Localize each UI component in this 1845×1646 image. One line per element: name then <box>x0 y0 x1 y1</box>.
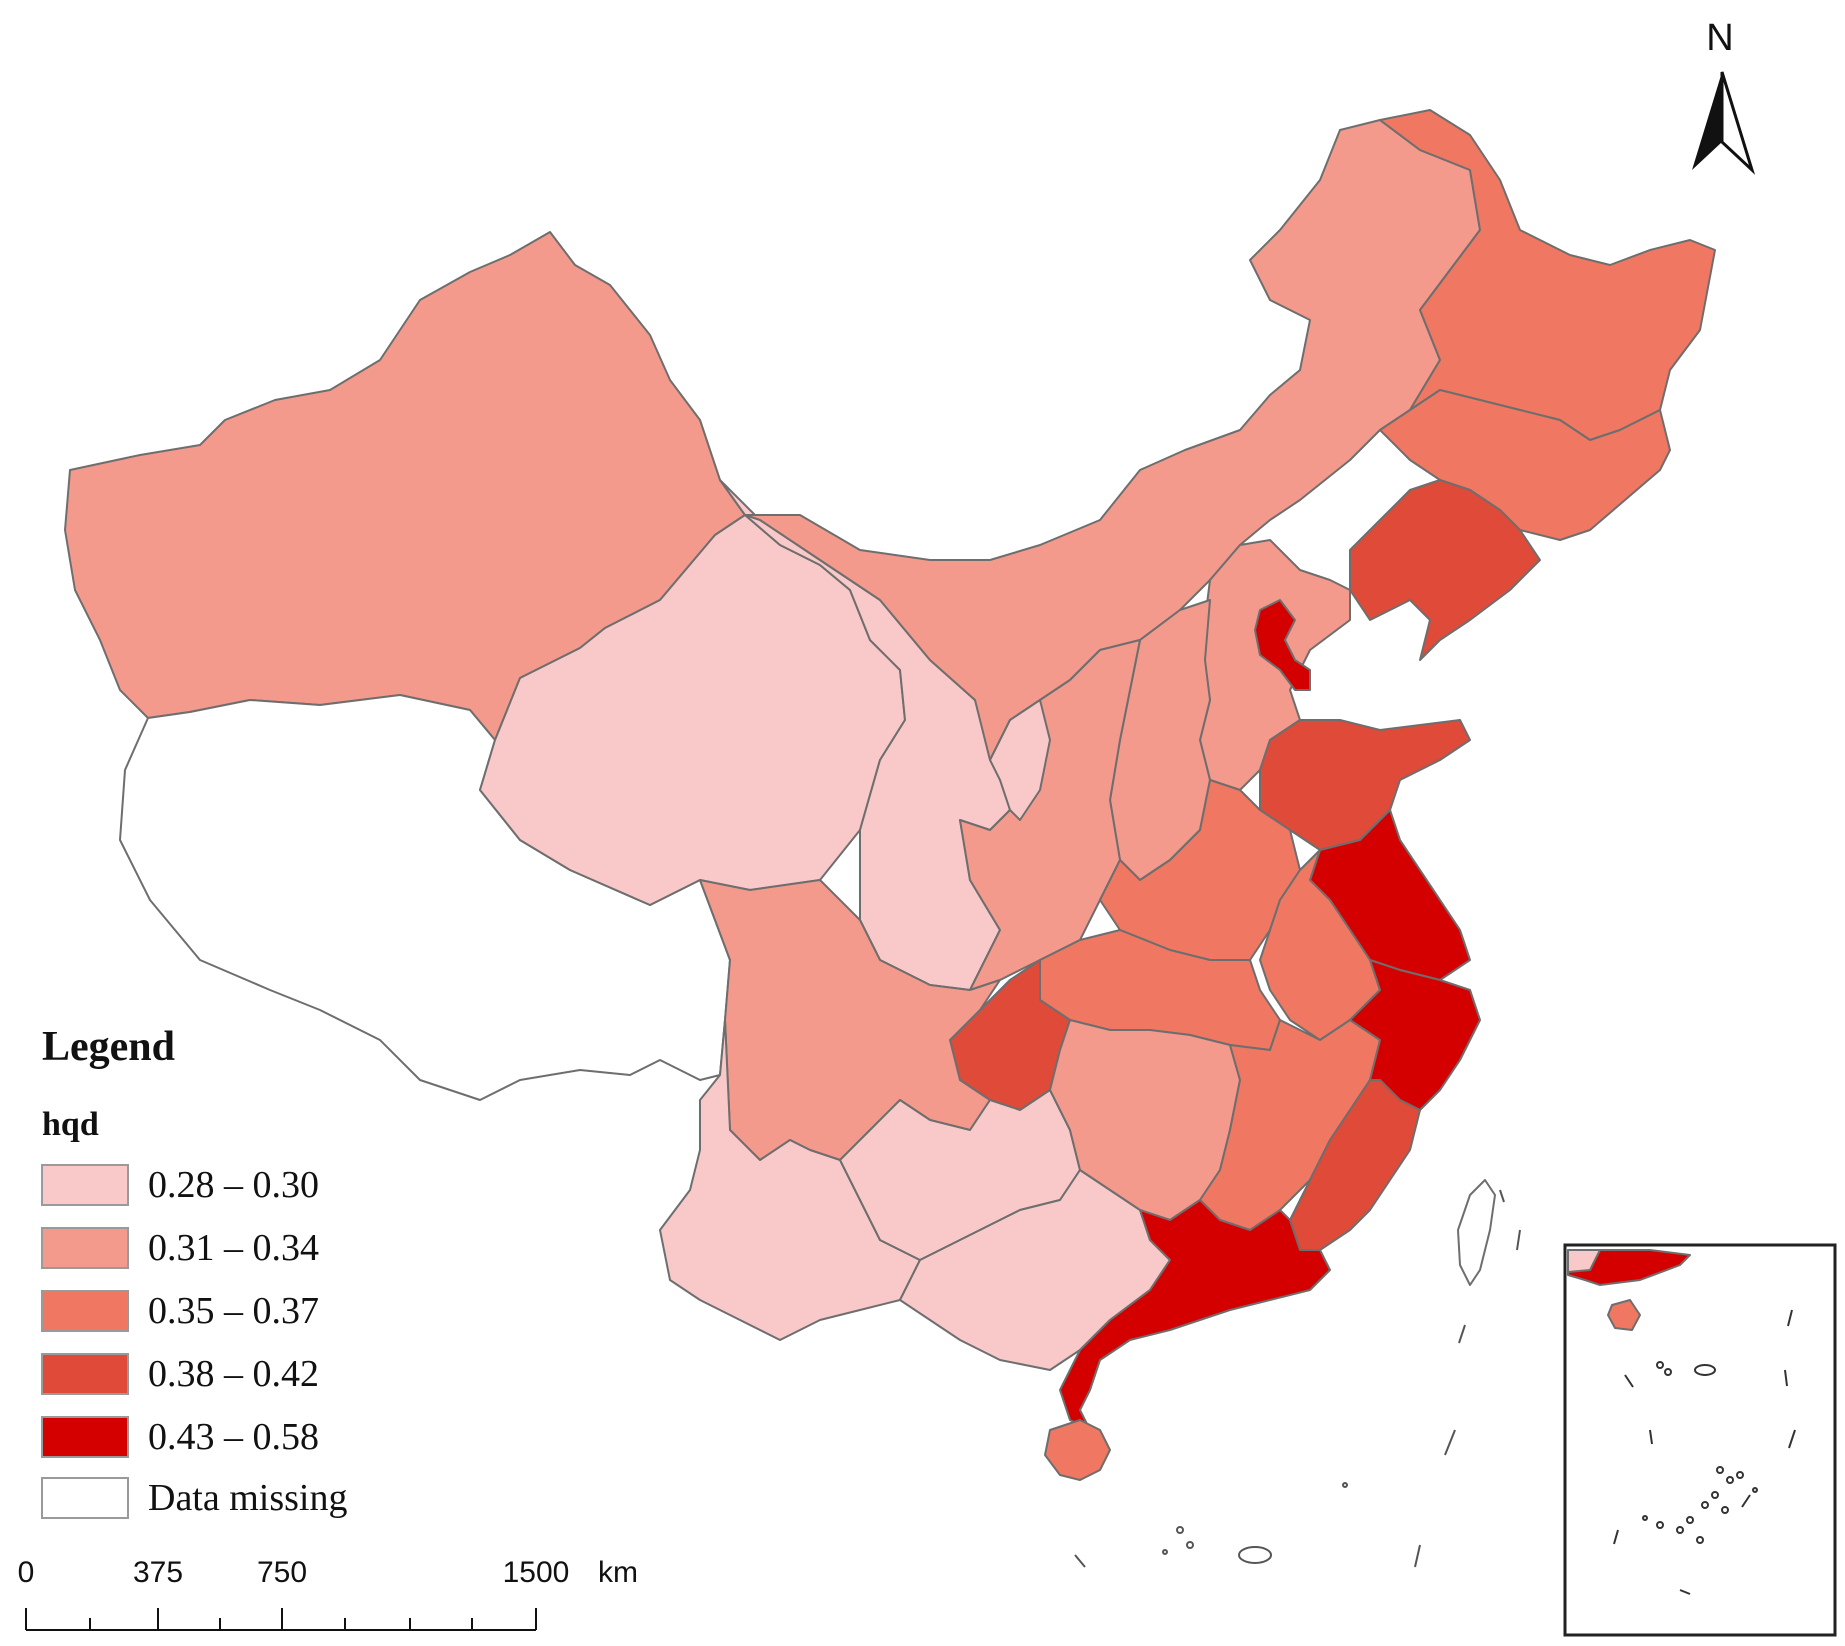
legend-swatch <box>41 1164 129 1206</box>
inset-hainan <box>1607 1299 1641 1331</box>
inset-map <box>1563 1243 1837 1637</box>
legend-item-missing: Data missing <box>41 1477 347 1519</box>
province-ningxia <box>989 699 1051 821</box>
legend-field-name: hqd <box>42 1106 99 1143</box>
scale-tick-label-0: 0 <box>18 1556 35 1589</box>
legend-title: Legend <box>42 1024 175 1070</box>
inset-islands <box>1613 1309 1796 1595</box>
scale-unit: km <box>598 1556 638 1589</box>
legend-label: 0.38 – 0.42 <box>148 1353 319 1395</box>
legend-label: 0.28 – 0.30 <box>148 1164 319 1206</box>
legend-item: 0.38 – 0.42 <box>41 1353 319 1395</box>
legend-swatch <box>41 1416 129 1458</box>
north-arrow-right-icon <box>1720 71 1756 175</box>
inset-guangxi <box>1567 1249 1601 1273</box>
legend-label: 0.35 – 0.37 <box>148 1290 319 1332</box>
scale-tick-label-375: 375 <box>133 1556 183 1589</box>
province-beijing <box>1254 599 1311 691</box>
province-guangdong <box>1059 1199 1331 1431</box>
province-hainan <box>1044 1419 1111 1481</box>
north-label: N <box>1706 17 1733 59</box>
province-yunnan <box>659 1019 921 1341</box>
legend-swatch-missing <box>41 1477 129 1519</box>
legend-swatch <box>41 1290 129 1332</box>
province-tibet <box>119 694 731 1101</box>
province-layer <box>64 109 1716 1481</box>
inset-frame <box>1563 1243 1837 1637</box>
legend-swatch <box>41 1353 129 1395</box>
legend-label: 0.31 – 0.34 <box>148 1227 319 1269</box>
north-arrow: N <box>1692 17 1756 175</box>
legend-label-missing: Data missing <box>148 1477 347 1519</box>
legend-item: 0.35 – 0.37 <box>41 1290 319 1332</box>
scale-bar: 0 375 750 1500 km <box>18 1556 638 1631</box>
legend-item: 0.31 – 0.34 <box>41 1227 319 1269</box>
north-arrow-left-icon <box>1692 72 1722 170</box>
scale-bar-ticks <box>25 1608 537 1630</box>
legend-label: 0.43 – 0.58 <box>148 1416 319 1458</box>
province-shandong <box>1259 719 1471 851</box>
province-taiwan <box>1457 1179 1496 1286</box>
legend-swatch <box>41 1227 129 1269</box>
province-liaoning <box>1349 479 1541 661</box>
legend: Legend hqd 0.28 – 0.30 0.31 – 0.34 0.35 – … <box>41 1024 347 1519</box>
inset-guangdong <box>1567 1249 1691 1286</box>
legend-item: 0.43 – 0.58 <box>41 1416 319 1458</box>
scale-tick-label-1500: 1500 <box>503 1556 570 1589</box>
island-dots <box>1074 1189 1521 1568</box>
scale-tick-label-750: 750 <box>257 1556 307 1589</box>
legend-item: 0.28 – 0.30 <box>41 1164 319 1206</box>
